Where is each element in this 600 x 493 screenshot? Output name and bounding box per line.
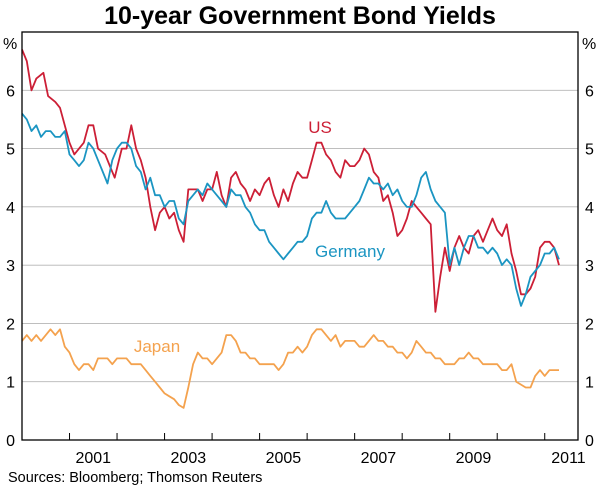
y-tick-label-left-6: 6 [6,83,15,100]
y-tick-label-left-5: 5 [6,142,15,159]
series-label-germany: Germany [315,242,385,261]
y-tick-label-left-2: 2 [6,316,15,333]
gridlines [22,89,578,383]
series-label-japan: Japan [134,337,180,356]
chart-title: 10-year Government Bond Yields [104,2,496,30]
y-tick-label-right-4: 4 [585,200,594,217]
x-tick-label-2005: 2005 [266,450,302,467]
y-tick-label-right-0: 0 [585,433,594,450]
x-tick-label-2003: 2003 [171,450,207,467]
y-unit-label-right: % [582,36,596,53]
series-labels: US Germany Japan [134,118,386,356]
x-tick-label-2009: 2009 [456,450,492,467]
y-tick-label-right-2: 2 [585,316,594,333]
y-tick-label-left-3: 3 [6,258,15,275]
axis-labels: 0 0 1 1 2 2 3 3 4 4 5 5 6 6% % 2001 2003 2005 2007 2009 2011 [3,36,596,467]
series-line-japan [21,328,559,409]
series-label-us: US [308,118,332,137]
x-tick-label-2001: 2001 [75,450,111,467]
x-tick-label-2007: 2007 [361,450,397,467]
y-tick-label-left-1: 1 [6,375,15,392]
y-tick-label-right-5: 5 [585,142,594,159]
y-tick-label-left-0: 0 [6,433,15,450]
x-tick-label-2011: 2011 [551,450,586,467]
plot-frame [21,31,579,441]
axis-ticks [69,433,546,440]
series-lines [21,49,560,409]
source-note: Sources: Bloomberg; Thomson Reuters [8,470,263,486]
series-line-us [21,49,560,313]
y-tick-label-right-6: 6 [585,83,594,100]
y-tick-label-right-1: 1 [585,375,594,392]
y-tick-label-left-4: 4 [6,200,15,217]
series-line-germany [21,113,560,307]
y-unit-label-left: % [3,36,17,53]
y-tick-label-right-3: 3 [585,258,594,275]
